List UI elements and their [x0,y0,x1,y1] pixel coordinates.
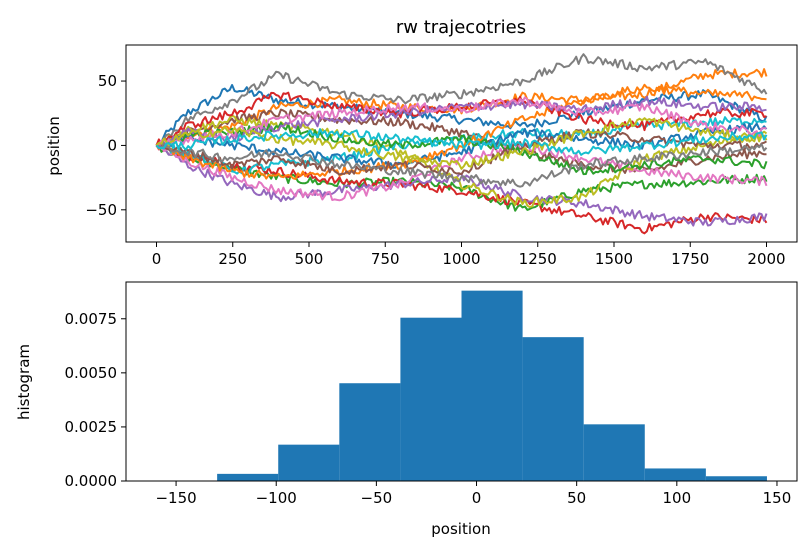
histogram-bar [461,290,523,481]
bottom-y-ticks: 0.0000 0.0025 0.0050 0.0075 [65,310,126,490]
x-tick-label: −50 [361,489,393,507]
bottom-y-axis-label: histogram [15,344,33,420]
trajectory-line [155,96,767,147]
x-tick-label: −100 [256,489,297,507]
y-tick-label: 50 [98,72,117,90]
trajectory-lines [155,53,768,235]
x-tick-label: 1250 [519,250,557,268]
y-tick-label: 0 [107,136,117,154]
x-tick-label: 500 [295,250,324,268]
histogram-bar [278,444,340,481]
trajectory-line [156,144,768,212]
histogram-bar [705,476,767,481]
trajectory-line [155,128,767,176]
trajectory-line [156,53,768,147]
y-tick-label: 0.0050 [65,364,118,382]
bottom-x-axis-label: position [431,520,490,538]
chart-title: rw trajecotries [396,17,526,38]
histogram-bar [339,383,401,481]
x-tick-label: 50 [567,489,586,507]
histogram-bars [156,290,767,481]
top-x-ticks: 0 250 500 750 1000 1250 1500 1750 2000 [152,242,786,268]
x-tick-label: −150 [155,489,196,507]
bottom-x-ticks: −150 −100 −50 0 50 100 150 [155,481,791,507]
y-tick-label: 0.0000 [65,472,118,490]
trajectory-line [155,83,767,180]
x-tick-label: 1000 [442,250,480,268]
trajectory-line [155,68,768,147]
y-tick-label: 0.0075 [65,310,118,328]
trajectory-line [155,84,768,146]
x-tick-label: 100 [663,489,692,507]
x-tick-label: 750 [371,250,400,268]
y-tick-label: 0.0025 [65,418,118,436]
histogram-chart: −150 −100 −50 0 50 100 150 0.00000.00250.00500… [15,281,798,538]
trajectory-line [156,143,768,235]
trajectory-line [155,128,768,156]
x-tick-label: 150 [763,489,792,507]
top-y-ticks: −50 0 50 [85,72,126,219]
trajectory-line [155,117,768,170]
x-tick-label: 0 [152,250,162,268]
histogram-bar [522,337,584,481]
x-tick-label: 1750 [671,250,709,268]
trajectory-line [155,142,768,188]
histogram-bar [217,473,279,481]
x-tick-label: 2000 [747,250,785,268]
x-tick-label: 1500 [595,250,633,268]
x-tick-label: 250 [218,250,247,268]
trajectory-line [155,114,768,209]
trajectories-chart: rw trajecotries 0 250 500 750 1000 1250 1500 17… [45,17,798,268]
y-tick-label: −50 [85,201,117,219]
histogram-bar [583,424,645,481]
x-tick-label: 0 [472,489,482,507]
bottom-axes-frame [125,281,798,482]
top-y-axis-label: position [45,116,63,175]
histogram-bar [400,317,462,481]
histogram-bar [644,468,706,481]
trajectory-line [155,142,768,202]
